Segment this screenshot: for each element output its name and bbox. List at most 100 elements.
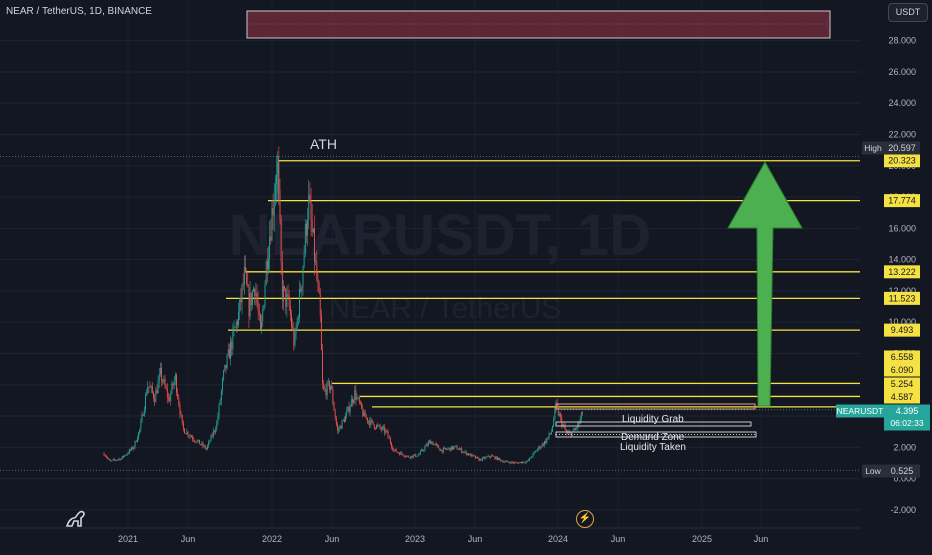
candle-body (112, 459, 114, 461)
candle-body (476, 457, 478, 459)
candle-body (291, 315, 292, 327)
candle-body (262, 310, 264, 322)
x-tick-label: Jun (181, 534, 196, 544)
candle-body (181, 414, 183, 423)
candle-body (468, 453, 470, 456)
candle-body (386, 430, 388, 432)
candle-body (380, 427, 382, 430)
candle-body (374, 428, 376, 429)
y-tick-label: 2.000 (893, 442, 916, 452)
candle-body (376, 425, 378, 429)
candle-body (203, 445, 205, 447)
candle-body (319, 293, 321, 316)
symbol-header[interactable]: NEAR / TetherUS, 1D, BINANCE (6, 6, 152, 17)
x-tick-label: 2024 (548, 534, 568, 544)
price-level-tag-text: 9.493 (891, 325, 914, 335)
candle-body (408, 455, 410, 458)
candle-body (506, 460, 507, 462)
candle-body (403, 455, 405, 457)
candle-body (301, 286, 303, 292)
candle-body (357, 397, 359, 399)
candle-body (174, 374, 176, 381)
candle-body (524, 462, 526, 464)
candle-body (542, 443, 544, 446)
candle-body (273, 199, 275, 216)
candle-body (285, 288, 287, 307)
candle-body (351, 399, 353, 403)
candle-body (577, 422, 579, 428)
candle-body (404, 456, 406, 458)
candle-body (279, 190, 281, 220)
candle-body (308, 194, 310, 220)
candle-body (567, 432, 568, 434)
candle-body (427, 442, 429, 446)
candle-body (562, 424, 564, 427)
candle-body (230, 341, 231, 359)
candle-body (458, 449, 460, 450)
candle-body (507, 460, 509, 462)
candle-body (489, 456, 491, 458)
candle-body (581, 412, 583, 414)
price-level-tag (884, 377, 920, 391)
candle-body (434, 443, 436, 445)
candle-body (572, 429, 574, 432)
price-level-tag (884, 390, 920, 404)
watermark-ticker: NEARUSDT, 1D (229, 203, 651, 268)
candle-body (377, 425, 379, 426)
currency-button[interactable]: USDT (888, 3, 928, 22)
candle-body (347, 406, 349, 412)
candle-body (304, 223, 306, 253)
candle-body (414, 454, 415, 456)
candle-body (579, 419, 581, 424)
candle-body (496, 456, 498, 460)
candle-body (222, 379, 223, 391)
candle-body (179, 405, 181, 415)
candle-body (335, 417, 337, 425)
candle-body (388, 437, 390, 439)
candle-body (128, 449, 130, 454)
candle-body (194, 440, 196, 442)
candle-body (443, 447, 445, 449)
candle-body (371, 419, 373, 421)
candle-body (512, 462, 514, 464)
candle-body (541, 443, 543, 447)
low-tag-value: 0.525 (891, 466, 914, 476)
candle-body (415, 454, 417, 457)
price-level-tag (884, 323, 920, 337)
candle-body (216, 422, 218, 430)
candle-body (393, 449, 395, 451)
price-level-tag-text: 13.222 (888, 267, 916, 277)
candle-body (231, 341, 233, 350)
candle-body (450, 446, 452, 451)
lightning-icon[interactable]: ⚡ (576, 510, 594, 528)
candle-body (418, 453, 420, 456)
y-tick-label: 10.000 (888, 317, 916, 327)
candle-body (353, 400, 355, 403)
candle-body (492, 455, 494, 457)
candle-body (136, 438, 138, 442)
candle-body (392, 447, 394, 450)
candle-body (280, 219, 282, 263)
candle-body (130, 449, 131, 451)
candle-body (123, 456, 125, 457)
candle-body (196, 440, 198, 443)
candle-body (365, 417, 367, 419)
candle-body (522, 461, 524, 464)
candle-body (185, 433, 187, 435)
candle-body (554, 408, 556, 420)
candle-body (228, 349, 230, 359)
candle-body (182, 422, 184, 429)
candle-body (190, 435, 192, 438)
candle-body (330, 385, 332, 390)
candle-body (442, 448, 444, 453)
price-level-tag-text: 6.558 (891, 352, 914, 362)
candle-body (107, 457, 108, 459)
candle-body (431, 442, 433, 444)
candle-body (195, 441, 197, 443)
price-level-tag (884, 194, 920, 208)
high-tag-value: 20.597 (888, 143, 916, 153)
candle-body (135, 440, 137, 442)
candle-body (370, 419, 372, 426)
